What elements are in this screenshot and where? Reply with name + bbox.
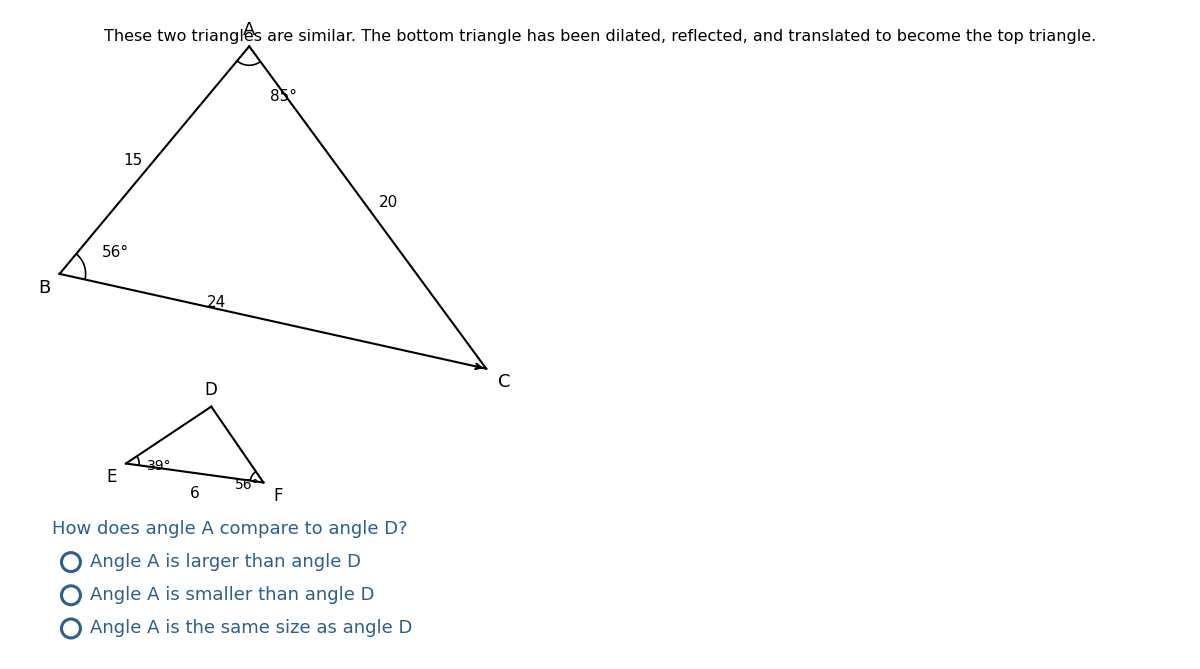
Text: A: A <box>244 21 256 39</box>
Text: 56°: 56° <box>102 246 130 260</box>
Text: 15: 15 <box>124 153 143 168</box>
Text: How does angle A compare to angle D?: How does angle A compare to angle D? <box>52 520 408 539</box>
Text: Angle A is smaller than angle D: Angle A is smaller than angle D <box>90 586 374 604</box>
Text: 24: 24 <box>206 295 226 310</box>
Text: D: D <box>205 381 217 399</box>
Text: F: F <box>272 487 282 505</box>
Text: Angle A is larger than angle D: Angle A is larger than angle D <box>90 553 361 571</box>
Text: 6: 6 <box>190 486 199 501</box>
Text: B: B <box>38 278 50 296</box>
Text: 85°: 85° <box>270 89 298 104</box>
Text: 20: 20 <box>379 195 398 210</box>
Text: 39°: 39° <box>146 459 172 473</box>
Text: C: C <box>498 373 510 391</box>
Text: 56°: 56° <box>235 478 259 492</box>
Text: These two triangles are similar. The bottom triangle has been dilated, reflected: These two triangles are similar. The bot… <box>104 29 1096 44</box>
Text: Angle A is the same size as angle D: Angle A is the same size as angle D <box>90 619 413 638</box>
Text: E: E <box>106 468 116 486</box>
